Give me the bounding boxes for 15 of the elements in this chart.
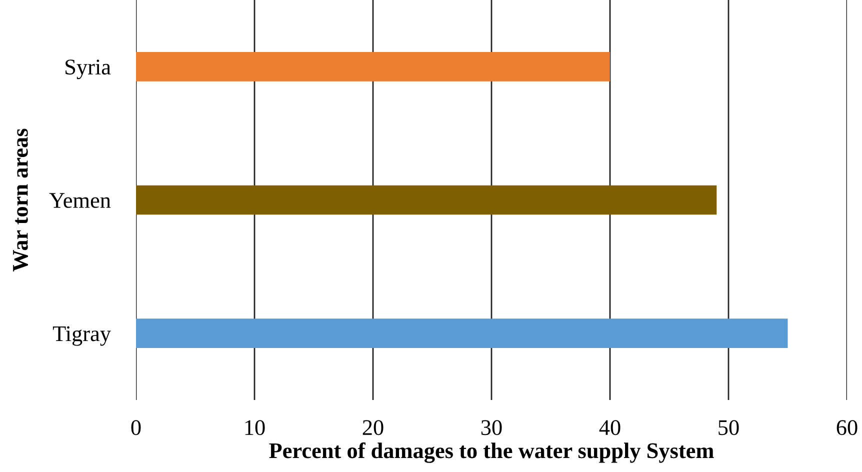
x-tick-label: 20 xyxy=(362,420,384,436)
x-tick-label: 60 xyxy=(836,420,858,436)
x-axis-title: Percent of damages to the water supply System xyxy=(269,442,714,463)
bar xyxy=(136,52,610,82)
y-tick-label: Yemen xyxy=(49,193,111,208)
y-axis-title: War torn areas xyxy=(13,128,28,272)
y-tick-label: Tigray xyxy=(52,326,111,346)
x-tick-label: 40 xyxy=(599,420,620,436)
bar xyxy=(136,185,717,215)
x-tick-label: 0 xyxy=(131,420,141,436)
x-tick-label: 50 xyxy=(718,420,739,436)
bar xyxy=(136,318,788,348)
y-tick-label: Syria xyxy=(66,60,111,80)
x-tick-label: 30 xyxy=(481,420,502,436)
x-tick-label: 10 xyxy=(245,420,265,436)
